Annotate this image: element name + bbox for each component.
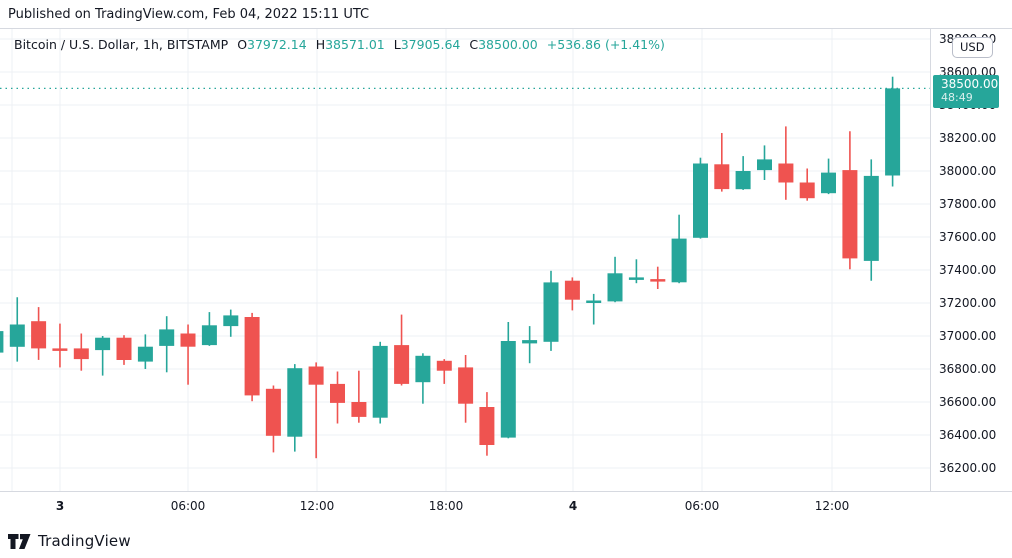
candle-body: [543, 282, 559, 342]
price-tick-label: 36800.00: [939, 362, 997, 377]
price-tick-label: 38200.00: [939, 130, 997, 145]
candle-body: [372, 345, 388, 418]
candle-body: [330, 383, 345, 403]
candle-body: [458, 367, 474, 404]
candle-body: [52, 348, 68, 351]
bar-countdown: 48:49: [941, 91, 973, 105]
price-tick-label: 36400.00: [939, 428, 997, 443]
candle-body: [137, 346, 153, 362]
candle-body: [863, 175, 879, 261]
candle-body: [586, 300, 602, 303]
time-tick-label: 4: [568, 499, 578, 513]
tradingview-logo-icon[interactable]: [8, 533, 31, 550]
candle-body: [778, 163, 794, 183]
candle-body: [351, 402, 367, 417]
footer: TradingView: [8, 532, 131, 550]
price-tick-label: 37600.00: [939, 229, 997, 244]
symbol-title: Bitcoin / U.S. Dollar, 1h, BITSTAMP: [14, 37, 229, 52]
candle-body: [0, 331, 4, 353]
published-caption: Published on TradingView.com, Feb 04, 20…: [8, 7, 370, 22]
chart-area: Bitcoin / U.S. Dollar, 1h, BITSTAMP O3797…: [0, 28, 1012, 523]
price-tick-label: 37400.00: [939, 262, 997, 277]
candle-body: [73, 348, 89, 360]
price-scale[interactable]: 36200.00 36400.00 36600.00 36800.00 37000.00…: [930, 29, 1012, 523]
candle-body: [201, 325, 217, 346]
candle-body: [244, 317, 260, 396]
candle-body: [180, 333, 196, 347]
candle-body: [714, 164, 730, 190]
candle-body: [842, 170, 858, 259]
candle-body: [650, 279, 666, 282]
time-tick-label: 06:00: [170, 499, 206, 513]
time-scale[interactable]: 3 06:00 12:00 18:00 4 06:00 12:00: [0, 491, 1012, 523]
candle-body: [31, 321, 47, 349]
time-tick-label: 12:00: [814, 499, 850, 513]
time-tick-label: 06:00: [684, 499, 720, 513]
time-tick-label: 18:00: [428, 499, 464, 513]
candle-body: [308, 366, 324, 385]
candle-body: [500, 341, 516, 438]
candle-body: [116, 337, 132, 360]
change-readout: +536.86 (+1.41%): [546, 37, 665, 52]
candle-body: [628, 277, 644, 280]
price-tick-label: 36200.00: [939, 461, 997, 476]
candle-body: [479, 407, 495, 445]
candlestick-plot[interactable]: [0, 29, 930, 491]
candle-body: [799, 182, 815, 199]
candle-body: [693, 163, 708, 238]
chart-legend: Bitcoin / U.S. Dollar, 1h, BITSTAMP O3797…: [14, 37, 665, 52]
ohlc-item: O37972.14: [237, 37, 307, 52]
candle-body: [522, 340, 538, 344]
time-tick-label: 12:00: [299, 499, 335, 513]
currency-badge: USD: [952, 37, 993, 58]
candle-body: [415, 355, 431, 383]
candle-body: [885, 88, 901, 176]
ohlc-item: C38500.00: [469, 37, 538, 52]
ohlc-item: H38571.01: [315, 37, 385, 52]
time-tick-label: 3: [55, 499, 65, 513]
price-tick-label: 37000.00: [939, 329, 997, 343]
candle-body: [394, 345, 410, 384]
current-price-badge: 38500.00 48:49: [933, 75, 999, 109]
tradingview-brand[interactable]: TradingView: [38, 532, 131, 550]
price-tick-label: 36600.00: [939, 395, 997, 410]
candle-body: [436, 360, 452, 371]
candle-body: [95, 337, 111, 351]
ohlc-readout: O37972.14 H38571.01 L37905.64 C38500.00 +536…: [228, 37, 665, 52]
candle-body: [223, 315, 239, 327]
candle-body: [757, 159, 772, 171]
candle-body: [9, 324, 25, 347]
candle-body: [159, 329, 175, 346]
price-tick-label: 38000.00: [939, 163, 997, 178]
ohlc-item: L37905.64: [393, 37, 461, 52]
candle-body: [607, 273, 623, 302]
candle-body: [564, 280, 580, 300]
candle-body: [735, 171, 751, 190]
candle-body: [287, 368, 303, 437]
price-tick-label: 37200.00: [939, 295, 997, 310]
candle-body: [265, 388, 281, 436]
candle-body: [821, 172, 836, 194]
candle-body: [671, 238, 687, 283]
current-price-value: 38500.00: [941, 77, 999, 92]
price-tick-label: 37800.00: [939, 196, 997, 211]
